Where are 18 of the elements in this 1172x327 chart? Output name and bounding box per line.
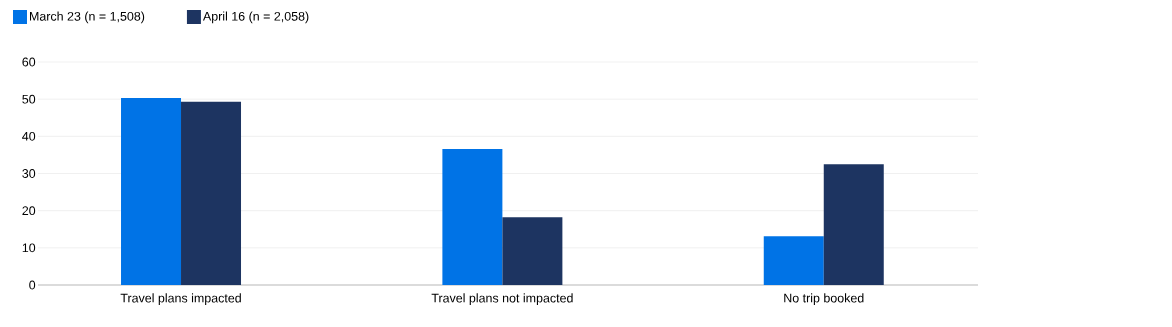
bar — [121, 98, 182, 285]
legend-label: March 23 (n = 1,508) — [30, 11, 145, 24]
y-tick-label: 50 — [22, 94, 36, 104]
bar — [181, 101, 242, 285]
y-tick-label: 60 — [22, 57, 36, 67]
y-tick-label: 10 — [22, 243, 36, 253]
bar — [763, 236, 824, 285]
x-tick-label: Travel plans not impacted — [431, 293, 573, 305]
y-tick-label: 20 — [22, 206, 36, 216]
bar — [442, 148, 503, 285]
bar — [823, 164, 884, 285]
x-tick-label: No trip booked — [784, 293, 864, 305]
y-tick-label: 0 — [29, 280, 36, 290]
x-tick-label: Travel plans impacted — [120, 293, 241, 305]
bar — [502, 217, 563, 285]
y-tick-label: 30 — [22, 169, 36, 178]
legend-label: April 16 (n = 2,058) — [202, 11, 309, 24]
y-tick-label: 40 — [22, 131, 36, 141]
